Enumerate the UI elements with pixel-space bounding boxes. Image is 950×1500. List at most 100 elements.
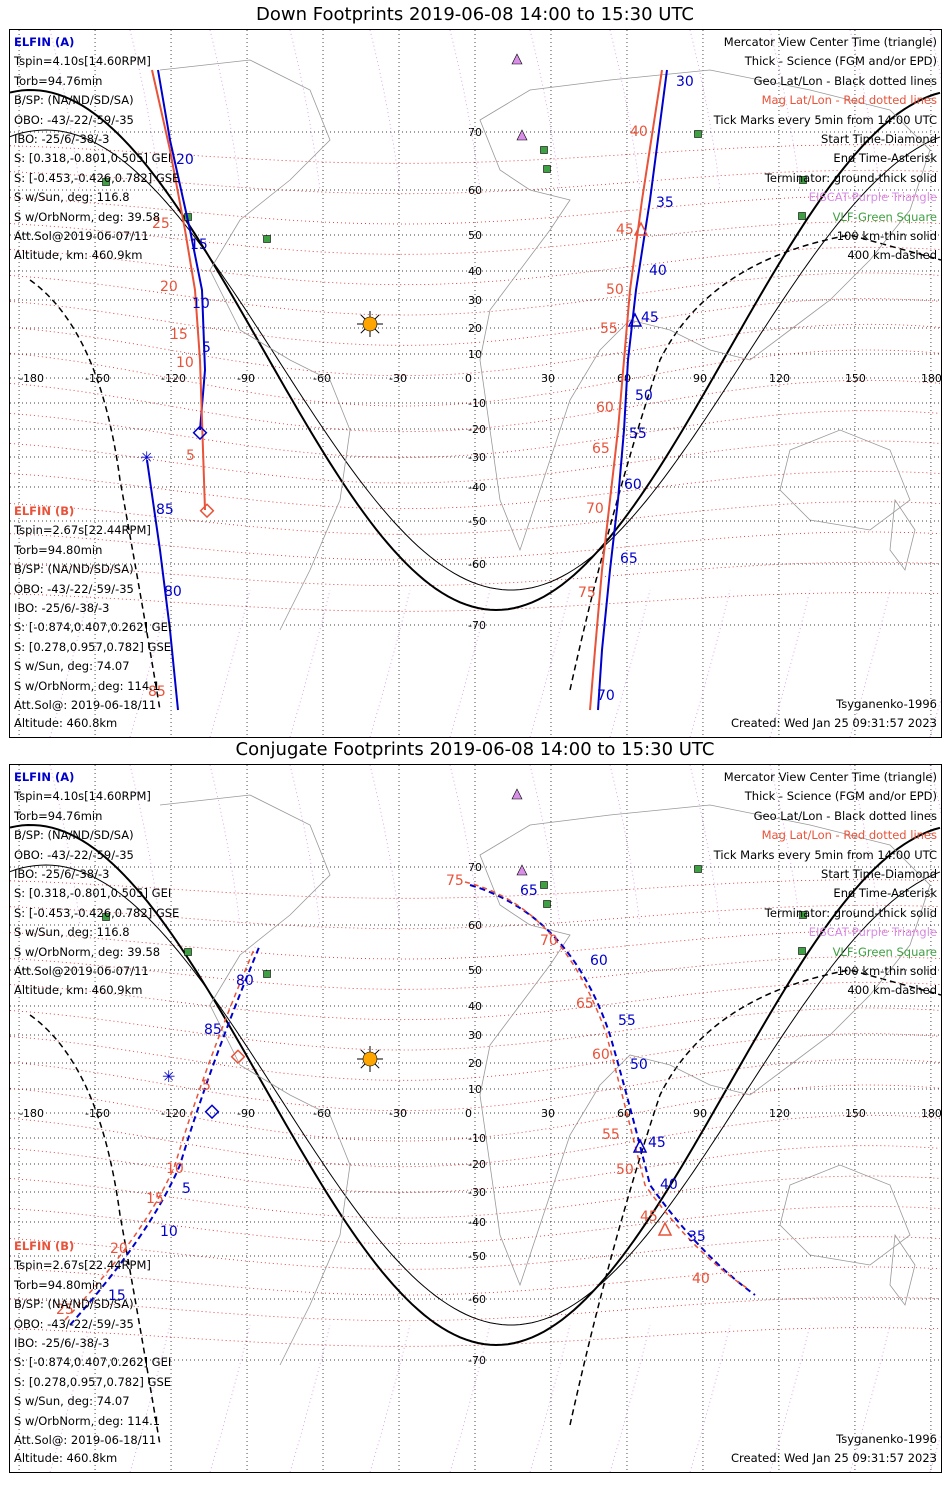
track-a-tick-label: 45 — [641, 310, 659, 326]
mag-a-tick-label: 75 — [446, 873, 464, 889]
elfin-b-altitude: Altitude: 460.8km — [14, 1451, 118, 1465]
mag-b-tick-label: 20 — [160, 279, 178, 295]
mag-lon-line — [449, 589, 491, 737]
elfin-a-line: OBO: -43/-22/-59/-35 — [14, 847, 134, 862]
mag-lon-line — [529, 1324, 571, 1472]
mag-lon-line — [849, 1324, 891, 1472]
lat-tick-label: 10 — [468, 348, 482, 361]
legend-item: Start Time-Diamond — [821, 866, 937, 881]
mag-lon-line — [209, 589, 251, 737]
track-a-tick-label: 50 — [635, 388, 653, 404]
sun-disc — [362, 1051, 378, 1067]
mag-a-tick-label: 70 — [540, 933, 558, 949]
elfin-b-line: Tspin=2.67s[22.44RPM] — [14, 1258, 151, 1273]
elfin-a-line: OBO: -43/-22/-59/-35 — [14, 112, 134, 127]
track-b-tick-label: 15 — [108, 1288, 126, 1304]
mag-b-footprint — [64, 946, 256, 1321]
elfin-b-line: Att.Sol@: 2019-06-18/11 — [14, 1432, 157, 1447]
lat-tick-label: -10 — [468, 1132, 486, 1145]
conj-panel-title: Conjugate Footprints 2019-06-08 14:00 to… — [235, 739, 715, 760]
eiscat-triangle — [511, 53, 523, 65]
elfin-b-line: B/SP: (NA/ND/SD/SA) — [14, 1297, 134, 1312]
eiscat-triangle — [516, 864, 528, 876]
terminator-100km — [10, 864, 941, 1326]
mag-lon-line — [609, 30, 641, 191]
elfin-b-line: Att.Sol@: 2019-06-18/11 — [14, 697, 157, 712]
lon-tick-label: 0 — [465, 1107, 472, 1120]
lat-tick-label: 10 — [468, 1083, 482, 1096]
elfin-b-info: ELFIN (B) Tspin=2.67s[22.44RPM] Torb=94.… — [14, 502, 171, 715]
mag-b-tick-label: 15 — [170, 327, 188, 343]
lat-tick-label: 70 — [468, 126, 482, 139]
mag-lat-line — [10, 323, 941, 377]
elfin-a-line: Tspin=4.10s[14.60RPM] — [14, 789, 151, 804]
elfin-a-line: S: [-0.453,-0.426,0.782] GSE — [14, 170, 180, 185]
lat-tick-label: 20 — [468, 322, 482, 335]
mag-lon-line — [369, 765, 401, 926]
vlf-square — [263, 235, 271, 243]
lon-tick-label: 90 — [693, 1107, 707, 1120]
track-a-tick-label: 55 — [618, 1013, 636, 1029]
mag-b-tick-label: 20 — [110, 1241, 128, 1257]
mag-lat-line — [10, 272, 941, 316]
lat-tick-label: 70 — [468, 861, 482, 874]
mag-lon-line — [129, 30, 161, 191]
lat-tick-label: -20 — [468, 1158, 486, 1171]
elfin-a-line: S: [0.318,-0.801,0.505] GEI — [14, 886, 172, 901]
elfin-a-line: S w/OrbNorm, deg: 39.58 — [14, 944, 161, 959]
mag-b-tick-label: 15 — [146, 1191, 164, 1207]
legend-item: Start Time-Diamond — [821, 131, 937, 146]
track-a-tick-label: 55 — [629, 426, 647, 442]
lat-tick-label: -40 — [468, 481, 486, 494]
mag-lon-line — [289, 589, 331, 737]
elfin-a-line: S w/Sun, deg: 116.8 — [14, 925, 130, 940]
mag-lon-line — [449, 1324, 491, 1472]
mag-lat-line — [10, 561, 941, 587]
elfin-b-line: IBO: -25/6/-38/-3 — [14, 600, 110, 615]
legend-item: Mag Lat/Lon - Red dotted lines — [761, 93, 937, 108]
mag-lat-line — [10, 379, 941, 433]
vlf-square — [694, 865, 702, 873]
elfin-b-line: S: [0.278,0.957,0.782] GSE — [14, 1374, 172, 1389]
mag-b-tick-label: 25 — [56, 1302, 74, 1318]
mag-lon-line — [929, 697, 941, 737]
mag-lon-line — [529, 589, 571, 737]
mag-lon-line — [289, 1324, 331, 1472]
legend-item: VLF-Green Square — [832, 944, 937, 959]
mag-lon-line — [689, 1324, 731, 1472]
legend-item: Tick Marks every 5min from 14:00 UTC — [713, 847, 937, 862]
lon-tick-label: 180 — [921, 1107, 941, 1120]
lat-tick-label: 50 — [468, 229, 482, 242]
down-panel-title: Down Footprints 2019-06-08 14:00 to 15:3… — [256, 4, 694, 25]
elfin-b-line: Torb=94.80min — [14, 542, 103, 557]
mag-lon-line — [129, 1324, 171, 1472]
mag-lon-line — [769, 1324, 811, 1472]
mag-lon-line — [849, 589, 891, 737]
vlf-square — [799, 176, 807, 184]
track-b-tick-label: 10 — [160, 1224, 178, 1240]
mag-lon-line — [49, 30, 81, 191]
lat-tick-label: 60 — [468, 184, 482, 197]
lat-tick-label: 40 — [468, 1000, 482, 1013]
lon-tick-label: 90 — [693, 372, 707, 385]
elfin-a-line: Altitude, km: 460.9km — [14, 983, 143, 998]
coastline — [779, 1164, 911, 1266]
mag-lon-line — [689, 765, 721, 926]
track-b-footprint — [69, 944, 261, 1326]
terminator-ground — [10, 823, 941, 1347]
coastline — [889, 498, 916, 571]
elfin-b-line: OBO: -43/-22/-59/-35 — [14, 581, 134, 596]
lat-tick-label: 30 — [468, 1029, 482, 1042]
mag-lon-line — [289, 765, 321, 926]
mag-lon-line — [849, 30, 881, 191]
mag-lon-line — [609, 1324, 651, 1472]
elfin-b-name: ELFIN (B) — [14, 504, 75, 518]
vlf-square — [540, 881, 548, 889]
mag-lon-line — [929, 1432, 941, 1472]
elfin-a-line: S w/Sun, deg: 116.8 — [14, 190, 130, 205]
mag-lon-line — [129, 589, 171, 737]
mag-lon-line — [129, 765, 161, 926]
lat-tick-label: -30 — [468, 1186, 486, 1199]
lat-tick-label: -10 — [468, 397, 486, 410]
track-a-footprint — [469, 884, 756, 1296]
